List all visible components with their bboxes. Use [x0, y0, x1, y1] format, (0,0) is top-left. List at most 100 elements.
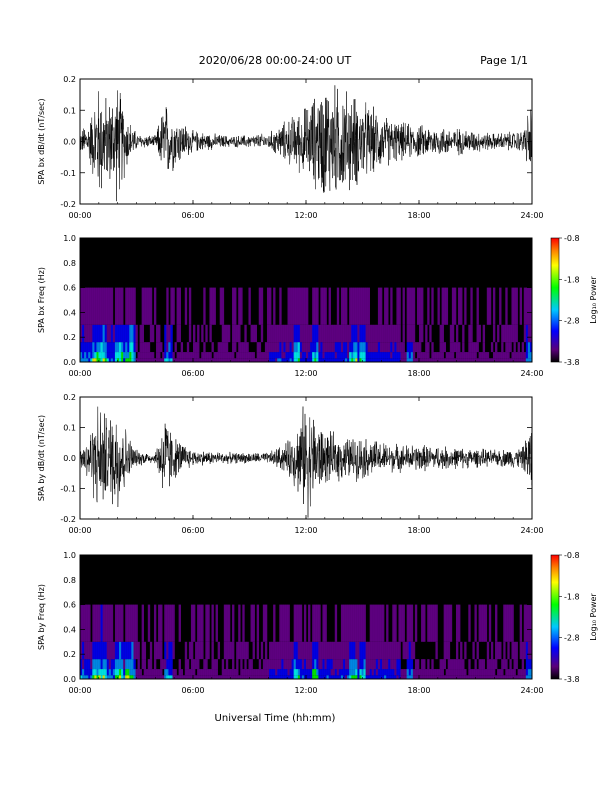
spectrogram-cell — [238, 287, 241, 325]
spectrogram-cell — [229, 669, 233, 676]
spectrogram-cell — [484, 352, 488, 359]
spectrogram-cell — [320, 641, 323, 660]
spectrogram-cell — [80, 675, 83, 679]
spectrogram-cell — [133, 324, 136, 343]
spectrogram-cell — [433, 358, 436, 362]
spectrogram-cell — [96, 641, 99, 660]
spectrogram-cell — [195, 641, 198, 660]
spectrogram-cell — [166, 669, 169, 676]
spectrogram-cell — [332, 669, 336, 676]
spectrogram-cell — [213, 669, 216, 676]
spectrogram-cell — [517, 669, 520, 676]
spectrogram-cell — [147, 342, 151, 353]
spectrogram-cell — [449, 669, 453, 676]
spectrogram-cell — [195, 659, 198, 670]
spectrogram-cell — [149, 358, 153, 362]
spectrogram-cell — [96, 342, 99, 353]
spectrogram-cell — [396, 324, 399, 343]
y-tick-label: 0.4 — [63, 625, 76, 634]
spectrogram-cell — [244, 669, 247, 676]
spectrogram-cell — [375, 669, 379, 676]
spectrogram-cell — [301, 659, 305, 670]
spectrogram-cell — [355, 604, 358, 642]
spectrogram-cell — [349, 604, 352, 642]
spectrogram-cell — [499, 287, 502, 325]
spectrogram-cell — [529, 641, 533, 660]
spectrogram-cell — [525, 287, 529, 325]
spectrogram-cell — [468, 324, 471, 343]
spectrogram-cell — [240, 641, 243, 660]
spectrogram-cell — [322, 659, 325, 670]
spectrogram-cell — [133, 342, 136, 353]
spectrogram-cell — [501, 342, 504, 353]
spectrogram-cell — [94, 675, 97, 679]
spectrogram-cell — [188, 358, 192, 362]
spectrogram-cell — [256, 604, 260, 642]
spectrogram-cell — [336, 358, 340, 362]
spectrogram-cell — [351, 675, 354, 679]
spectrogram-cell — [234, 342, 237, 353]
spectrogram-cell — [236, 641, 239, 660]
spectrogram-cell — [396, 342, 399, 353]
spectrogram-cell — [104, 659, 108, 670]
spectrogram-cell — [419, 324, 422, 343]
spectrogram-cell — [320, 287, 323, 325]
spectrogram-cell — [330, 324, 334, 343]
spectrogram-cell — [400, 352, 403, 359]
spectrogram-cell — [125, 342, 128, 353]
spectrogram-cell — [392, 324, 395, 343]
spectrogram-cell — [94, 352, 97, 359]
spectrogram-cell — [509, 675, 512, 679]
spectrogram-cell — [299, 324, 303, 343]
spectrogram-cell — [94, 342, 97, 353]
spectrogram-cell — [170, 669, 173, 676]
spectrogram-cell — [94, 659, 97, 670]
spectrogram-cell — [114, 287, 118, 325]
spectrogram-cell — [398, 324, 401, 343]
spectrogram-cell — [490, 675, 494, 679]
spectrogram-cell — [492, 324, 496, 343]
spectrogram-cell — [445, 287, 449, 325]
spectrogram-cell — [340, 604, 344, 642]
spectrogram-cell — [408, 659, 412, 670]
spectrogram-cell — [188, 287, 192, 325]
spectrogram-cell — [80, 287, 83, 325]
spectrogram-cell — [470, 358, 473, 362]
spectrogram-cell — [108, 352, 112, 359]
spectrogram-cell — [382, 669, 385, 676]
spectrogram-cell — [147, 287, 151, 325]
spectrogram-cell — [359, 352, 362, 359]
spectrogram-cell — [379, 604, 383, 642]
spectrogram-cell — [209, 352, 212, 359]
spectrogram-cell — [363, 324, 366, 343]
spectrogram-cell — [455, 342, 459, 353]
x-tick-label: 00:00 — [68, 526, 91, 535]
spectrogram-cell — [468, 669, 471, 676]
spectrogram-cell — [108, 669, 112, 676]
spectrogram-cell — [190, 669, 194, 676]
spectrogram-cell — [262, 358, 266, 362]
spectrogram-cell — [186, 358, 190, 362]
spectrogram-cell — [455, 675, 459, 679]
spectrogram-cell — [143, 641, 147, 660]
spectrogram-cell — [441, 675, 444, 679]
spectrogram-cell — [279, 669, 282, 676]
spectrogram-cell — [182, 675, 186, 679]
spectrogram-cell — [359, 669, 362, 676]
spectrogram-cell — [199, 669, 202, 676]
spectrogram-cell — [529, 358, 533, 362]
spectrogram-cell — [402, 358, 405, 362]
spectrogram-cell — [262, 675, 266, 679]
spectrogram-cell — [264, 659, 268, 670]
spectrogram-cell — [219, 352, 223, 359]
spectrogram-cell — [375, 342, 379, 353]
spectrogram-cell — [484, 604, 488, 642]
spectrogram-cell — [295, 659, 299, 670]
spectrogram-cell — [519, 352, 523, 359]
spectrogram-cell — [334, 641, 338, 660]
spectrogram-cell — [106, 675, 110, 679]
spectrogram-cell — [285, 352, 288, 359]
spectrogram-cell — [310, 641, 313, 660]
spectrogram-cell — [295, 358, 299, 362]
spectrogram-cell — [351, 342, 354, 353]
